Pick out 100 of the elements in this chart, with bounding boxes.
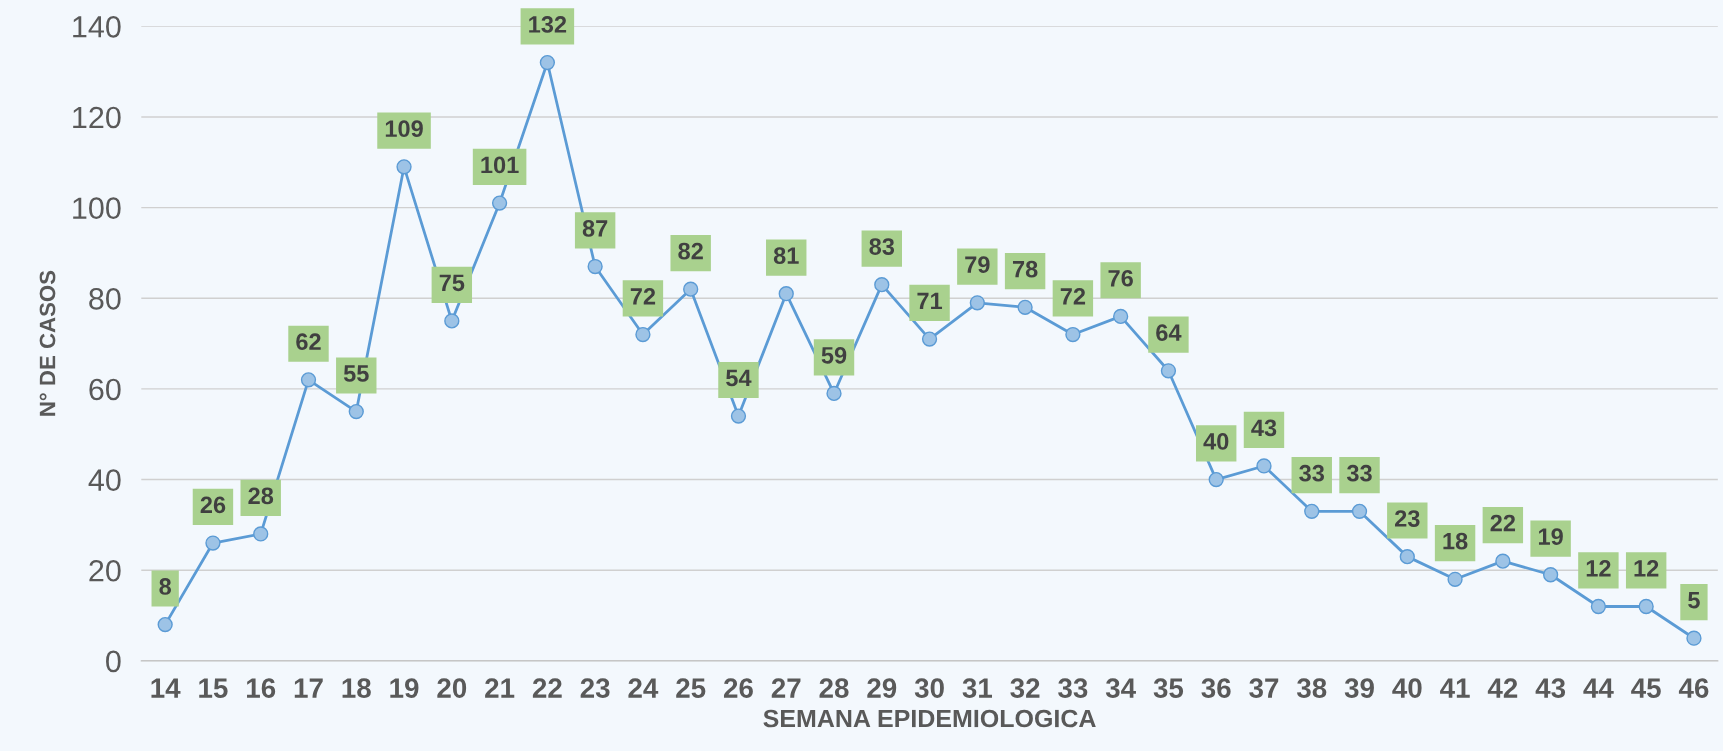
point — [1304, 503, 1320, 519]
x-tick-label: 27 — [771, 678, 801, 698]
point — [1256, 458, 1272, 474]
data-label: 76 — [1108, 269, 1133, 287]
data-label: 55 — [343, 365, 369, 382]
x-tick-label: 35 — [1153, 678, 1184, 698]
x-axis-title: SEMANA EPIDEMIOLOGICA — [763, 709, 1096, 728]
point — [1447, 571, 1463, 587]
x-tick-label: 43 — [1535, 678, 1566, 698]
data-label: 64 — [1156, 324, 1182, 342]
data-label: 5 — [1688, 591, 1700, 609]
x-tick-label: 41 — [1440, 678, 1470, 698]
x-tick-label: 22 — [532, 678, 562, 698]
data-label: 87 — [582, 220, 608, 237]
point — [491, 195, 508, 211]
x-tick-label: 24 — [628, 678, 659, 698]
x-tick-label: 26 — [723, 678, 753, 698]
data-label: 81 — [773, 247, 799, 264]
point — [826, 385, 842, 402]
point — [969, 295, 985, 311]
x-tick-label: 16 — [247, 678, 276, 698]
x-tick-label: 38 — [1296, 678, 1327, 698]
x-tick-label: 42 — [1487, 678, 1518, 698]
point — [587, 258, 603, 275]
point — [444, 313, 460, 329]
point — [1686, 630, 1702, 646]
point — [157, 616, 173, 633]
data-label: 8 — [159, 578, 172, 595]
x-tick-label: 40 — [1392, 678, 1422, 698]
data-label: 132 — [529, 16, 567, 33]
point — [635, 326, 651, 343]
x-tick-label: 39 — [1344, 678, 1374, 698]
point — [300, 372, 317, 388]
point — [1399, 548, 1415, 565]
y-tick-label: 100 — [73, 197, 121, 219]
data-label: 72 — [630, 288, 656, 305]
x-tick-label: 34 — [1105, 678, 1136, 698]
data-label: 78 — [1012, 260, 1038, 278]
point — [730, 408, 747, 424]
x-tick-label: 25 — [676, 678, 706, 698]
x-tick-label: 18 — [342, 678, 371, 698]
y-tick-label: 40 — [88, 469, 121, 491]
point — [1542, 567, 1559, 583]
x-tick-label: 31 — [962, 678, 993, 698]
point — [1495, 553, 1511, 569]
x-tick-label: 44 — [1583, 678, 1614, 698]
point — [253, 526, 269, 542]
x-tick-label: 46 — [1678, 678, 1709, 698]
data-label: 59 — [821, 346, 847, 364]
x-tick-label: 36 — [1201, 678, 1231, 698]
x-tick-label: 23 — [580, 678, 610, 698]
y-axis-title: N° DE CASOS — [39, 270, 56, 416]
y-tick-label: 140 — [73, 16, 121, 38]
data-label: 62 — [296, 333, 321, 351]
x-tick-label: 14 — [151, 678, 181, 698]
y-tick-label: 20 — [89, 559, 121, 582]
point — [921, 331, 938, 347]
x-tick-label: 15 — [199, 678, 228, 698]
y-tick-label: 80 — [89, 287, 121, 310]
point — [1065, 326, 1081, 343]
y-tick-label: 120 — [73, 106, 121, 129]
data-label: 18 — [1443, 532, 1468, 550]
data-label: 22 — [1490, 514, 1516, 532]
data-label: 83 — [869, 238, 895, 255]
data-label: 23 — [1394, 510, 1420, 527]
data-label: 33 — [1299, 464, 1325, 482]
data-label: 101 — [481, 156, 519, 174]
point — [1590, 598, 1607, 615]
data-label: 28 — [248, 487, 274, 505]
x-tick-label: 30 — [914, 678, 944, 698]
x-tick-label: 37 — [1249, 678, 1279, 698]
data-label: 19 — [1538, 528, 1563, 545]
data-label: 82 — [678, 242, 703, 260]
data-label: 12 — [1634, 559, 1659, 577]
x-tick-label: 29 — [867, 678, 897, 698]
data-label: 71 — [917, 292, 943, 310]
data-label: 79 — [965, 256, 990, 274]
x-tick-label: 28 — [819, 678, 849, 698]
data-label: 33 — [1346, 464, 1372, 482]
x-tick-label: 17 — [294, 678, 323, 698]
point — [396, 159, 412, 175]
point — [874, 277, 890, 293]
x-tick-label: 32 — [1010, 678, 1040, 698]
data-label: 12 — [1586, 559, 1611, 577]
data-label: 43 — [1251, 419, 1277, 437]
point — [205, 535, 221, 551]
y-tick-label: 0 — [106, 650, 121, 673]
data-label: 72 — [1060, 288, 1086, 305]
x-tick-label: 45 — [1631, 678, 1661, 698]
data-label: 40 — [1203, 433, 1229, 450]
data-label: 54 — [726, 369, 752, 387]
point — [1351, 503, 1368, 519]
point — [1160, 363, 1177, 379]
point — [1208, 471, 1224, 488]
point — [539, 54, 556, 71]
point — [1638, 598, 1654, 615]
point — [348, 403, 364, 420]
point — [683, 281, 699, 297]
x-tick-label: 21 — [485, 678, 515, 698]
x-tick-label: 33 — [1058, 678, 1088, 698]
